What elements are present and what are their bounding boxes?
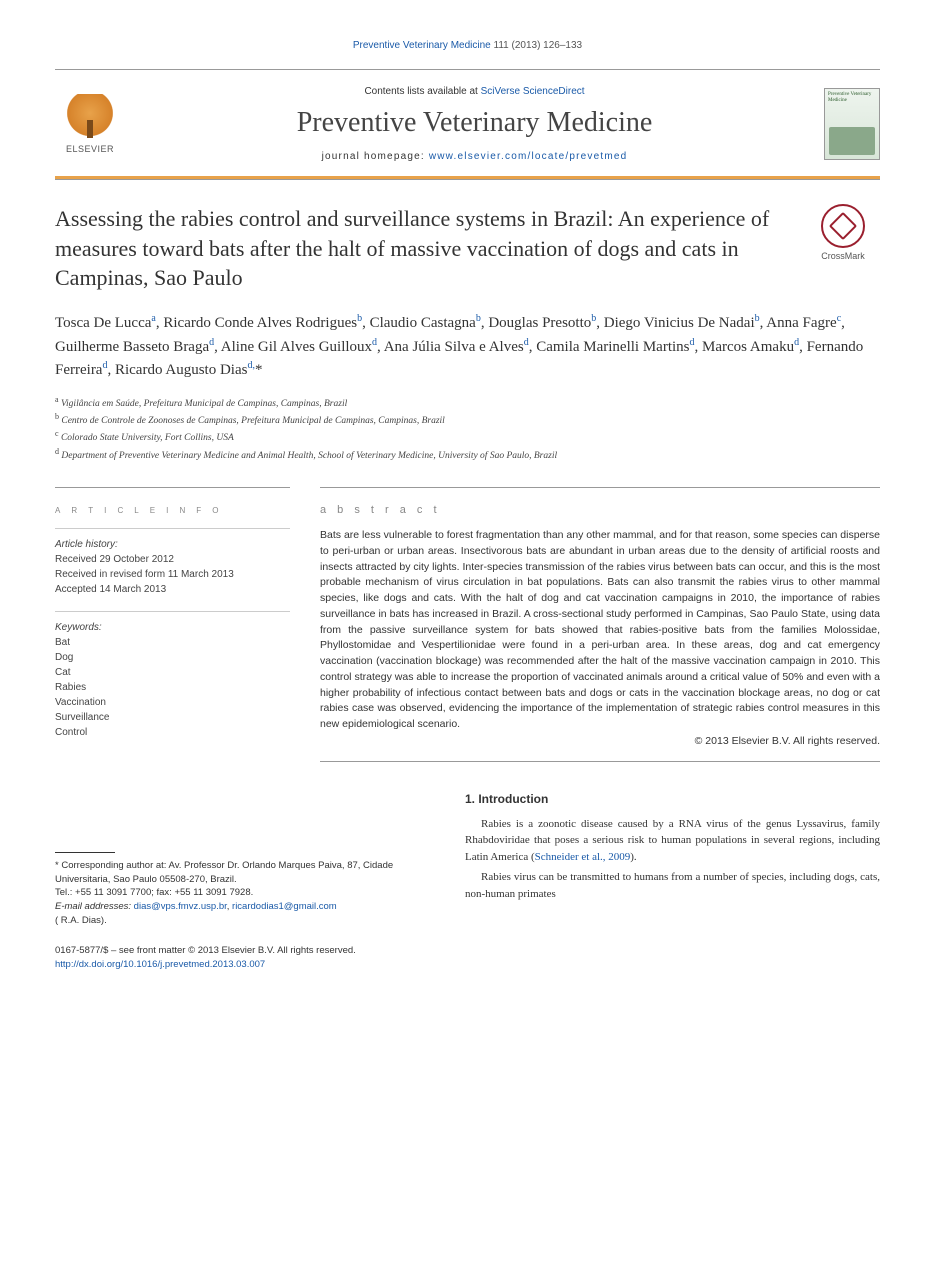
article-info-head: a r t i c l e i n f o [55,504,290,516]
abstract-text: Bats are less vulnerable to forest fragm… [320,528,880,733]
body-columns: * Corresponding author at: Av. Professor… [55,792,880,971]
contents-line: Contents lists available at SciVerse Sci… [125,86,824,97]
history-revised: Received in revised form 11 March 2013 [55,567,290,582]
crossmark-icon [821,204,865,248]
copyright-line: © 2013 Elsevier B.V. All rights reserved… [320,735,880,747]
keyword-item: Surveillance [55,710,290,725]
top-rule [55,69,880,70]
email-label: E-mail addresses: [55,901,131,912]
corresponding-rule [55,852,115,853]
section-1-head: 1. Introduction [465,792,880,806]
contents-prefix: Contents lists available at [364,86,480,97]
affiliation-item: b Centro de Controle de Zoonoses de Camp… [55,411,880,428]
intro-p1-pre: Rabies is a zoonotic disease caused by a… [465,818,880,863]
email-link-1[interactable]: dias@vps.fmvz.usp.br [134,901,227,912]
running-head: Preventive Veterinary Medicine 111 (2013… [55,40,880,51]
keyword-item: Dog [55,650,290,665]
crossmark-widget[interactable]: CrossMark [806,204,880,261]
elsevier-logo[interactable]: ELSEVIER [55,94,125,154]
intro-p1-citation-link[interactable]: Schneider et al., 2009 [535,851,631,863]
keyword-item: Bat [55,635,290,650]
intro-para-2: Rabies virus can be transmitted to human… [465,869,880,902]
issn-line: 0167-5877/$ – see front matter © 2013 El… [55,944,435,958]
footer-block: 0167-5877/$ – see front matter © 2013 El… [55,944,435,972]
email-link-2[interactable]: ricardodias1@gmail.com [232,901,337,912]
keywords-block: Keywords: BatDogCatRabiesVaccinationSurv… [55,611,290,740]
body-right-col: 1. Introduction Rabies is a zoonotic dis… [465,792,880,971]
intro-para-1: Rabies is a zoonotic disease caused by a… [465,816,880,866]
abstract-bottom-rule [320,761,880,762]
affiliation-item: a Vigilância em Saúde, Prefeitura Munici… [55,394,880,411]
keyword-item: Vaccination [55,695,290,710]
crossmark-label: CrossMark [806,251,880,261]
history-received: Received 29 October 2012 [55,552,290,567]
history-block: Article history: Received 29 October 201… [55,528,290,597]
doi-link[interactable]: http://dx.doi.org/10.1016/j.prevetmed.20… [55,959,265,970]
cover-thumb-label: Preventive Veterinary Medicine [828,92,876,103]
journal-cover-thumb[interactable]: Preventive Veterinary Medicine [824,88,880,160]
journal-name: Preventive Veterinary Medicine [125,107,824,139]
thin-rule-below-masthead [55,179,880,180]
affiliation-item: c Colorado State University, Fort Collin… [55,428,880,445]
abstract-col: a b s t r a c t Bats are less vulnerable… [320,487,880,762]
keyword-item: Control [55,725,290,740]
title-block: Assessing the rabies control and surveil… [55,204,880,293]
corresponding-line: * Corresponding author at: Av. Professor… [55,859,435,887]
sciencedirect-link[interactable]: SciVerse ScienceDirect [481,86,585,97]
info-abstract-row: a r t i c l e i n f o Article history: R… [55,487,880,762]
keywords-label: Keywords: [55,620,290,635]
corresponding-block: * Corresponding author at: Av. Professor… [55,859,435,928]
history-label: Article history: [55,537,290,552]
keywords-items: BatDogCatRabiesVaccinationSurveillanceCo… [55,635,290,740]
homepage-line: journal homepage: www.elsevier.com/locat… [125,151,824,162]
cover-thumb-image [829,127,875,155]
abstract-head: a b s t r a c t [320,504,880,516]
homepage-link[interactable]: www.elsevier.com/locate/prevetmed [429,151,628,162]
article-title: Assessing the rabies control and surveil… [55,204,806,293]
article-info-col: a r t i c l e i n f o Article history: R… [55,487,290,762]
homepage-prefix: journal homepage: [322,151,429,162]
history-accepted: Accepted 14 March 2013 [55,582,290,597]
running-head-citation: 111 (2013) 126–133 [491,40,582,51]
masthead-center: Contents lists available at SciVerse Sci… [125,86,824,162]
corresponding-text: Corresponding author at: Av. Professor D… [55,860,393,885]
keyword-item: Cat [55,665,290,680]
elsevier-tree-icon [66,94,114,142]
corresponding-emails: E-mail addresses: dias@vps.fmvz.usp.br, … [55,900,435,914]
authors-list: Tosca De Luccaa, Ricardo Conde Alves Rod… [55,311,880,382]
corresponding-suffix: ( R.A. Dias). [55,914,435,928]
body-left-col: * Corresponding author at: Av. Professor… [55,792,435,971]
elsevier-wordmark: ELSEVIER [55,144,125,154]
keyword-item: Rabies [55,680,290,695]
running-head-journal-link[interactable]: Preventive Veterinary Medicine [353,40,491,51]
affiliation-item: d Department of Preventive Veterinary Me… [55,446,880,463]
masthead: ELSEVIER Contents lists available at Sci… [55,80,880,170]
corresponding-tel: Tel.: +55 11 3091 7700; fax: +55 11 3091… [55,886,435,900]
affiliations-list: a Vigilância em Saúde, Prefeitura Munici… [55,394,880,464]
intro-p1-post: ). [630,851,636,863]
